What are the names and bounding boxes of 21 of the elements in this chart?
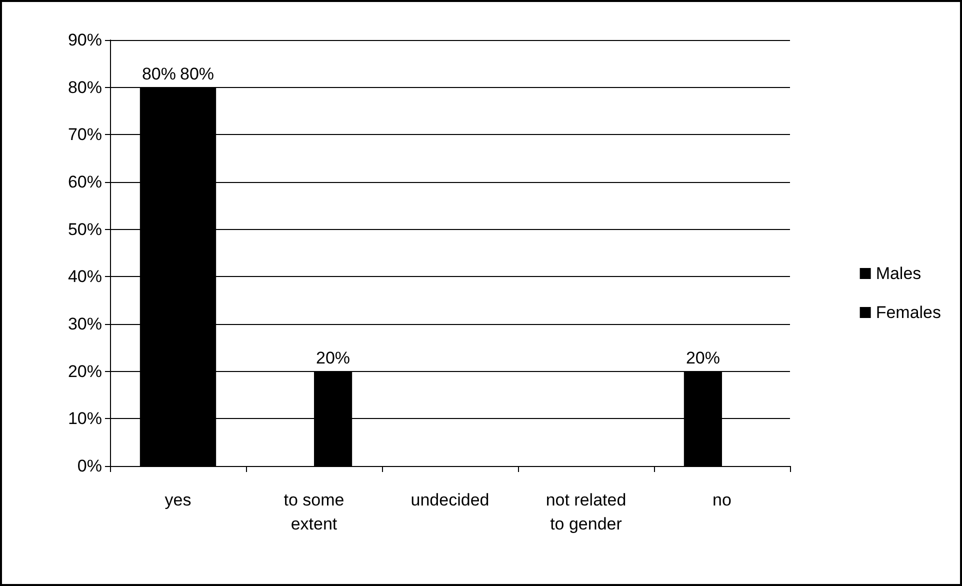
x-tick-label: undecided xyxy=(410,490,490,510)
y-tick-label: 40% xyxy=(68,267,102,286)
legend-label: Males xyxy=(876,264,922,283)
y-tick-label: 30% xyxy=(68,314,102,334)
data-label: 20% xyxy=(316,348,350,368)
x-tick-label: no xyxy=(712,490,732,510)
x-tick-label: not related to gender xyxy=(546,490,626,534)
data-label: 20% xyxy=(686,348,720,368)
y-tick-label: 70% xyxy=(68,125,102,144)
data-label: 80% xyxy=(180,64,214,84)
y-tick-label: 20% xyxy=(68,362,102,381)
y-tick-label: 60% xyxy=(68,172,102,192)
x-tick-label: yes xyxy=(164,490,192,510)
y-tick-label: 80% xyxy=(68,78,102,97)
y-tick-label: 90% xyxy=(68,30,102,50)
x-tick-label: to some extent xyxy=(284,490,344,534)
y-tick-label: 50% xyxy=(68,220,102,239)
y-tick-label: 10% xyxy=(68,409,102,428)
data-label: 80% xyxy=(142,64,176,84)
legend-label: Females xyxy=(876,303,941,322)
y-tick-label: 0% xyxy=(77,456,102,476)
